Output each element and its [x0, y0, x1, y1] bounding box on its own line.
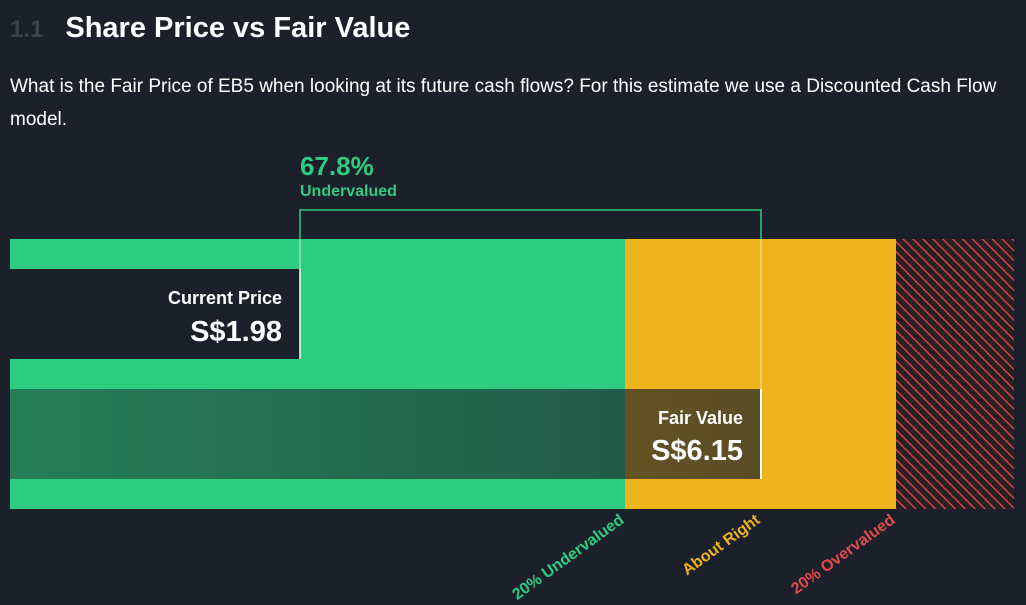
page-title: Share Price vs Fair Value: [65, 12, 411, 44]
zone-label-overvalued: 20% Overvalued: [788, 511, 898, 597]
valuation-bracket: [299, 209, 762, 239]
zone-label-about-right: About Right: [679, 511, 764, 579]
fair-value-label: Fair Value: [658, 408, 743, 428]
chart-description: What is the Fair Price of EB5 when looki…: [10, 76, 997, 130]
zone-overvalued-hatch: [896, 239, 1014, 509]
section-header: 1.1 Share Price vs Fair Value: [10, 12, 410, 45]
zone-label-undervalued: 20% Undervalued: [509, 511, 627, 603]
fair-value-value: S$6.15: [651, 435, 743, 467]
current-price-label: Current Price: [168, 288, 282, 308]
current-price-bar: [10, 269, 300, 359]
fair-value-bar: [10, 389, 761, 479]
valuation-status: Undervalued: [300, 183, 397, 200]
section-number: 1.1: [10, 16, 44, 43]
current-price-value: S$1.98: [190, 316, 282, 348]
valuation-percent: 67.8%: [300, 151, 374, 181]
